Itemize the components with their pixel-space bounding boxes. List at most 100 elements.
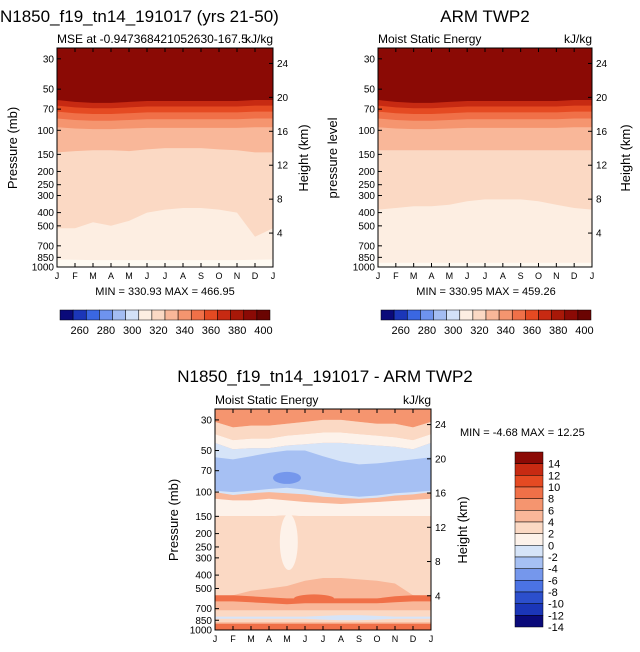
x-tick-label: A <box>180 271 186 281</box>
y-tick-label: 300 <box>195 553 212 564</box>
colorbar-swatch <box>514 545 544 558</box>
colorbar-swatch <box>177 309 192 321</box>
panel2-subtitle-left: Moist Static Energy <box>378 32 481 46</box>
colorbar-swatch <box>217 309 231 321</box>
y-tick-label: 850 <box>37 253 54 264</box>
y-tick-label: 70 <box>364 105 376 116</box>
colorbar-swatch <box>420 309 434 321</box>
x-tick-label: A <box>500 271 506 281</box>
height-tick-label: 12 <box>277 161 289 172</box>
colorbar-swatch <box>151 309 166 321</box>
colorbar-label: 300 <box>123 325 141 337</box>
x-tick-label: O <box>535 271 542 281</box>
contour-fill-0_to_2 <box>215 498 431 517</box>
height-tick-label: 24 <box>277 59 289 70</box>
y-tick-label: 30 <box>364 54 376 65</box>
x-tick-label: M <box>283 634 291 644</box>
x-tick-label: A <box>108 271 114 281</box>
height-tick-label: 4 <box>435 591 441 602</box>
colorbar-label: -10 <box>548 599 564 611</box>
colorbar-swatch <box>380 309 395 321</box>
height-tick-label: 16 <box>277 127 289 138</box>
colorbar-swatch <box>564 309 579 321</box>
x-tick-label: D <box>571 271 578 281</box>
colorbar-label: -14 <box>548 622 564 634</box>
colorbar-swatch <box>243 309 258 321</box>
colorbar-label: 340 <box>176 325 194 337</box>
y-tick-label: 500 <box>358 221 375 232</box>
x-tick-label: N <box>392 634 399 644</box>
y-tick-label: 400 <box>195 571 212 582</box>
y-tick-label: 300 <box>358 191 375 202</box>
colorbar-swatch <box>459 309 474 321</box>
height-tick-label: 20 <box>596 93 608 104</box>
y-tick-label: 1000 <box>353 263 376 274</box>
colorbar-swatch <box>514 475 544 488</box>
x-tick-label: J <box>429 634 434 644</box>
colorbar-swatch <box>514 451 544 464</box>
colorbar-swatch <box>538 309 552 321</box>
y-tick-label: 200 <box>37 167 54 178</box>
y-tick-label: 50 <box>201 446 213 457</box>
y-tick-label: 200 <box>358 167 375 178</box>
colorbar-swatch <box>577 309 592 321</box>
colorbar-swatch <box>138 309 153 321</box>
colorbar-swatch <box>433 309 447 321</box>
height-tick-label: 24 <box>596 59 608 70</box>
x-tick-label: M <box>247 634 255 644</box>
colorbar-label: 10 <box>548 482 560 494</box>
panel3-ylabel: Pressure (mb) <box>166 479 181 561</box>
colorbar-swatch <box>525 309 539 321</box>
colorbar-label: 400 <box>575 325 593 337</box>
contour-fill--4_to_-2 <box>215 450 431 497</box>
colorbar-swatch <box>191 309 205 321</box>
contour-fill--6_to_-4 <box>273 471 301 484</box>
panel2-subtitle-right: kJ/kg <box>564 32 592 46</box>
x-tick-label: F <box>230 634 236 644</box>
colorbar-swatch <box>86 309 100 321</box>
colorbar-swatch <box>472 309 487 321</box>
x-tick-label: S <box>518 271 524 281</box>
panel2-colorbar: 260 280 300 320 340 360 380 400 <box>380 309 594 337</box>
y-tick-label: 300 <box>37 191 54 202</box>
panel1-subtitle-left: MSE at -0.947368421052630-167.5 <box>57 32 248 46</box>
colorbar-label: 400 <box>254 325 272 337</box>
x-tick-label: J <box>483 271 488 281</box>
colorbar-swatch <box>485 309 500 321</box>
colorbar-label: 360 <box>523 325 541 337</box>
panel2-title: ARM TWP2 <box>440 7 529 26</box>
colorbar-swatch <box>514 556 544 569</box>
y-tick-label: 400 <box>37 208 54 219</box>
colorbar-label: 6 <box>548 505 554 517</box>
contour-fill-8_to_10 <box>294 594 334 603</box>
y-tick-label: 700 <box>37 241 54 252</box>
x-tick-label: A <box>428 271 434 281</box>
colorbar-label: 12 <box>548 470 560 482</box>
colorbar-label: 2 <box>548 529 554 541</box>
panel2-plot <box>378 48 592 267</box>
x-tick-label: D <box>252 271 259 281</box>
colorbar-swatch <box>407 309 421 321</box>
x-tick-label: O <box>215 271 222 281</box>
y-tick-label: 70 <box>201 466 213 477</box>
x-tick-label: J <box>590 271 595 281</box>
x-tick-label: J <box>321 634 326 644</box>
height-tick-label: 16 <box>435 489 447 500</box>
y-tick-label: 850 <box>358 253 375 264</box>
height-tick-label: 8 <box>277 195 283 206</box>
x-tick-label: O <box>373 634 380 644</box>
height-tick-label: 16 <box>596 127 608 138</box>
x-tick-label: M <box>410 271 418 281</box>
colorbar-swatch <box>514 603 544 616</box>
height-tick-label: 4 <box>596 229 602 240</box>
height-tick-label: 12 <box>435 523 447 534</box>
colorbar-swatch <box>514 463 544 476</box>
y-tick-label: 1000 <box>190 626 213 637</box>
panel1-plot <box>57 48 273 267</box>
colorbar-label: 380 <box>228 325 246 337</box>
y-tick-label: 850 <box>195 616 212 627</box>
colorbar-swatch <box>99 309 113 321</box>
